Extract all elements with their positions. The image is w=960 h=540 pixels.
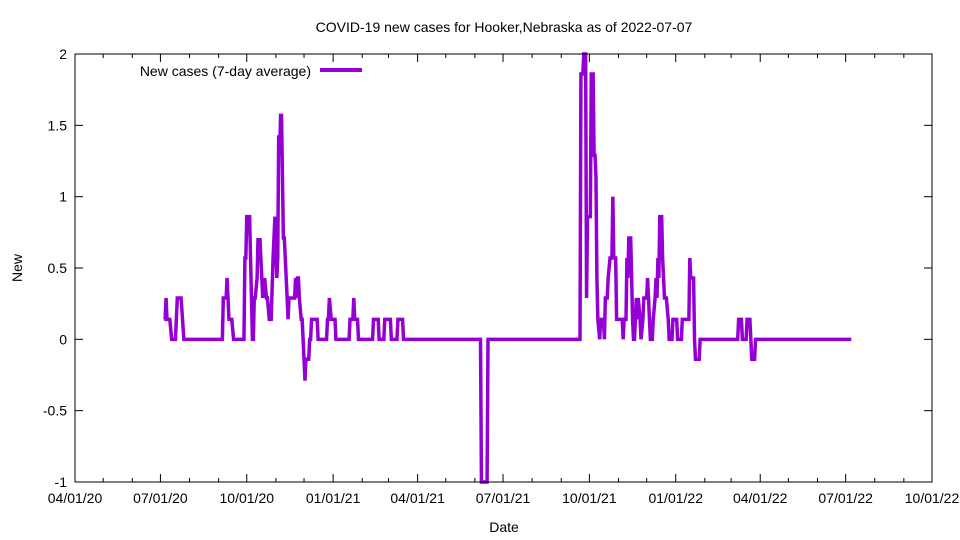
y-axis-label: New <box>9 253 25 282</box>
x-tick-label: 10/01/20 <box>220 490 275 506</box>
axis-ticks: -1 -0.5 0 0.5 1 1.5 2 04/01/20 07/01/20 10/01/20 0… <box>43 46 960 506</box>
y-tick-label: 1.5 <box>48 117 68 133</box>
legend-label: New cases (7-day average) <box>140 63 311 79</box>
y-tick-label: 0.5 <box>48 260 68 276</box>
x-tick-label: 07/01/22 <box>818 490 873 506</box>
plot-frame <box>74 53 933 483</box>
x-tick-label: 04/01/22 <box>733 490 788 506</box>
x-tick-label: 10/01/22 <box>905 490 960 506</box>
x-tick-label: 04/01/21 <box>390 490 445 506</box>
x-tick-label: 01/01/21 <box>306 490 361 506</box>
x-tick-label: 04/01/20 <box>48 490 103 506</box>
y-tick-label: -0.5 <box>43 403 67 419</box>
y-tick-label: 1 <box>59 189 67 205</box>
y-tick-label: -1 <box>55 474 68 490</box>
series-layer <box>163 52 852 484</box>
series-line-0 <box>163 52 852 484</box>
chart-title: COVID-19 new cases for Hooker,Nebraska a… <box>316 19 693 35</box>
x-tick-label: 07/01/21 <box>476 490 531 506</box>
x-tick-label: 01/01/22 <box>648 490 703 506</box>
x-tick-label: 10/01/21 <box>562 490 617 506</box>
y-tick-label: 2 <box>59 46 67 62</box>
y-tick-label: 0 <box>59 331 67 347</box>
x-tick-label: 07/01/20 <box>133 490 188 506</box>
x-axis-label: Date <box>489 519 519 535</box>
legend: New cases (7-day average) <box>140 63 362 79</box>
